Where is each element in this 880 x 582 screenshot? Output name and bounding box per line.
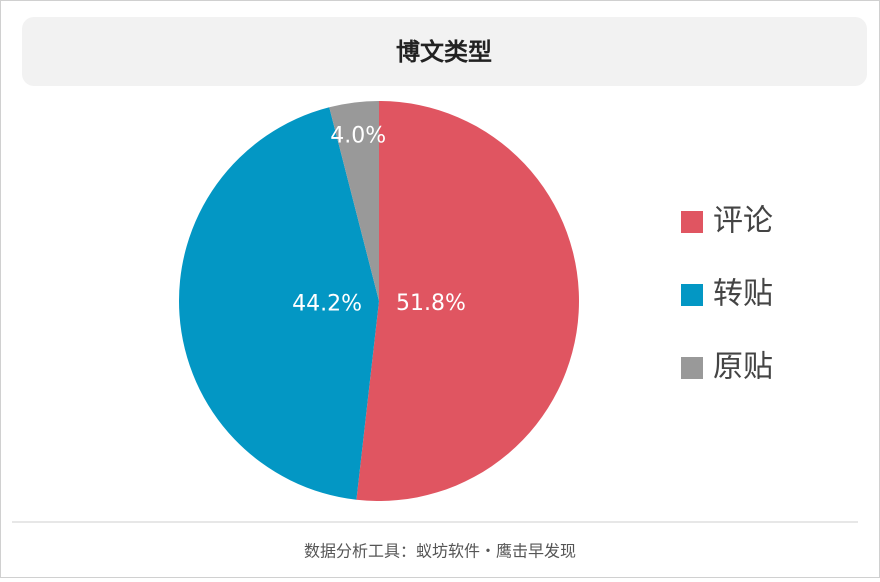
legend-swatch (681, 284, 703, 306)
legend-swatch (681, 211, 703, 233)
title-box (22, 17, 867, 86)
pie-slice (178, 107, 379, 500)
legend-label: 评论 (713, 204, 773, 239)
footer: 数据分析工具：蚁坊软件・鹰击早发现 (304, 542, 576, 561)
data-label: 51.8% (396, 291, 466, 316)
data-label: 44.2% (292, 292, 362, 317)
pie-slice (329, 101, 379, 301)
legend-label: 转贴 (713, 277, 773, 312)
data-label: 4.0% (330, 123, 386, 148)
legend-swatch (681, 357, 703, 379)
pie-slice (356, 101, 580, 502)
chart-title: 博文类型 (396, 38, 492, 66)
legend-label: 原贴 (713, 350, 773, 385)
